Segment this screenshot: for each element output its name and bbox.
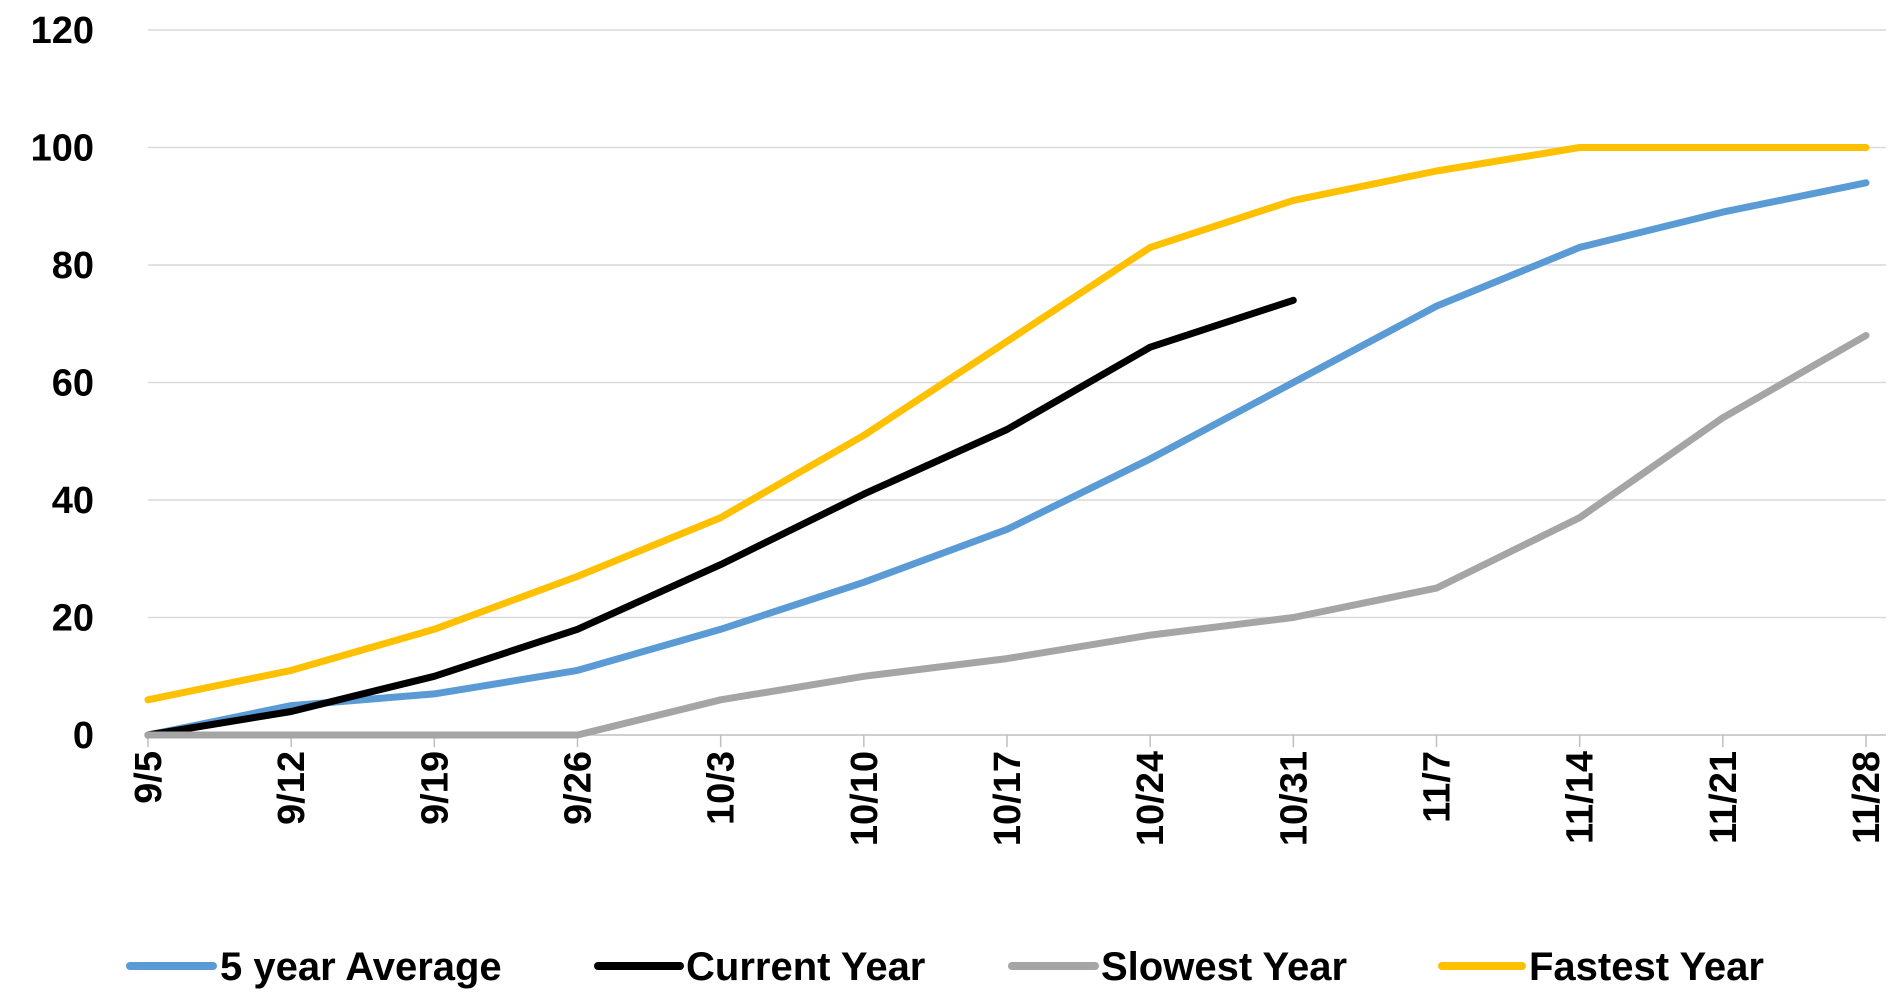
x-tick-label: 11/21 [1703, 751, 1745, 844]
x-tick-label: 11/14 [1560, 751, 1602, 844]
x-tick-label: 9/26 [558, 751, 600, 825]
x-tick-label: 10/31 [1273, 751, 1315, 846]
gridlines [148, 29, 1886, 736]
y-axis: 0 20 40 60 80 100 120 [31, 10, 94, 757]
y-tick-label: 120 [31, 10, 94, 52]
x-tick-label: 9/19 [414, 751, 456, 825]
series-line-current-year [144, 296, 1297, 739]
y-tick-label: 100 [31, 128, 94, 170]
y-tick-label: 60 [52, 363, 94, 405]
legend-label-slowest-year: Slowest Year [1101, 945, 1347, 989]
series-line-fastest-year [144, 144, 1870, 704]
x-tick-label: 10/10 [844, 751, 886, 846]
x-tick-label: 10/24 [1130, 751, 1172, 846]
x-tick-label: 10/3 [701, 751, 743, 825]
x-tick-label: 9/5 [128, 751, 170, 804]
x-tick-label: 11/28 [1846, 751, 1888, 844]
series-line-slowest-year [144, 332, 1870, 739]
y-tick-label: 80 [52, 245, 94, 287]
legend: 5 year Average Current Year Slowest Year Fa… [126, 945, 1764, 989]
y-tick-label: 0 [73, 715, 94, 757]
legend-label-5-year-average: 5 year Average [220, 945, 502, 989]
x-tick-label: 11/7 [1417, 751, 1459, 823]
x-axis: 9/5 9/12 9/19 9/26 10/3 10/10 10/17 10/24 10/31 1… [128, 735, 1888, 846]
series-lines [144, 144, 1870, 739]
legend-label-current-year: Current Year [686, 945, 925, 989]
x-tick-label: 9/12 [271, 751, 313, 825]
y-tick-label: 40 [52, 480, 94, 522]
y-tick-label: 20 [52, 598, 94, 640]
series-line-5-year-average [144, 179, 1870, 739]
legend-label-fastest-year: Fastest Year [1529, 945, 1764, 989]
x-tick-label: 10/17 [987, 751, 1029, 846]
